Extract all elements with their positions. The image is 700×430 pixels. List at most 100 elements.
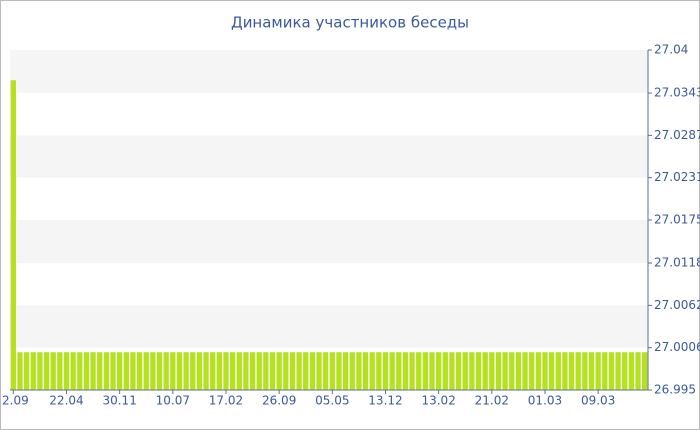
y-tick-label: 27.0006 — [654, 340, 700, 354]
bar — [97, 352, 103, 390]
bar — [269, 352, 276, 390]
bar — [342, 352, 349, 390]
bar — [176, 352, 183, 390]
grid-band — [10, 263, 648, 306]
bar — [396, 352, 402, 390]
x-tick-label: 30.11 — [102, 394, 136, 408]
chart-title: Динамика участников беседы — [231, 14, 469, 32]
x-tick-label: 2.09 — [2, 394, 29, 408]
bar — [462, 352, 468, 390]
x-tick-label: 13.12 — [368, 394, 402, 408]
y-tick-label: 27.0287 — [654, 128, 700, 142]
bar — [156, 352, 163, 390]
bar — [376, 352, 382, 390]
bar — [236, 352, 242, 390]
bar — [183, 352, 189, 390]
bar — [163, 352, 169, 390]
grid-band — [10, 305, 648, 348]
bar — [529, 352, 535, 390]
bar — [150, 352, 156, 390]
bar — [323, 352, 329, 390]
bar — [116, 352, 123, 390]
bar — [77, 352, 83, 390]
bar — [143, 352, 149, 390]
bar — [103, 352, 110, 390]
grid-band — [10, 50, 648, 94]
bar — [522, 352, 528, 390]
bar — [602, 352, 608, 390]
bar — [243, 352, 249, 390]
bar — [416, 352, 422, 390]
bar — [575, 352, 581, 390]
x-tick-label: 26.09 — [262, 394, 296, 408]
bar — [303, 352, 309, 390]
bar — [229, 352, 236, 390]
bar — [535, 352, 542, 390]
x-tick-label: 09.03 — [581, 394, 615, 408]
grid-band — [10, 177, 648, 220]
bar — [57, 352, 63, 390]
bar — [628, 352, 635, 390]
grid-band — [10, 93, 648, 136]
bar — [555, 352, 561, 390]
bar — [469, 352, 475, 390]
bar — [83, 352, 90, 390]
bar — [10, 80, 16, 390]
bar — [249, 352, 256, 390]
bar — [568, 352, 575, 390]
bar — [608, 352, 615, 390]
bar — [515, 352, 522, 390]
y-tick-label: 27.0175 — [654, 213, 700, 227]
bar — [435, 352, 442, 390]
bar — [316, 352, 322, 390]
y-tick-label: 27.04 — [654, 43, 688, 57]
bar — [90, 352, 96, 390]
bar — [382, 352, 389, 390]
bar — [588, 352, 595, 390]
bar — [283, 352, 289, 390]
bar — [548, 352, 555, 390]
bar — [289, 352, 296, 390]
bar — [422, 352, 429, 390]
bar — [502, 352, 508, 390]
bar — [389, 352, 395, 390]
bar — [190, 352, 196, 390]
bar — [223, 352, 229, 390]
y-tick-label: 26.995 — [654, 383, 696, 397]
bar — [635, 352, 641, 390]
bar — [309, 352, 316, 390]
bar — [509, 352, 515, 390]
bar — [409, 352, 415, 390]
y-tick-label: 27.0118 — [654, 256, 700, 270]
x-tick-label: 17.02 — [209, 394, 243, 408]
bar — [196, 352, 203, 390]
grid-band — [10, 220, 648, 264]
bar — [615, 352, 621, 390]
y-tick-label: 27.0343 — [654, 86, 700, 100]
bar — [595, 352, 601, 390]
bar — [296, 352, 302, 390]
bar — [489, 352, 495, 390]
bar — [475, 352, 482, 390]
bar — [362, 352, 369, 390]
bar — [43, 352, 50, 390]
bar — [482, 352, 488, 390]
x-tick-label: 21.02 — [475, 394, 509, 408]
bar — [329, 352, 335, 390]
bar — [429, 352, 435, 390]
x-tick-label: 10.07 — [156, 394, 190, 408]
bar — [356, 352, 362, 390]
x-tick-label: 22.04 — [49, 394, 83, 408]
y-tick-label: 27.0062 — [654, 298, 700, 312]
x-tick-label: 05.05 — [315, 394, 349, 408]
bar — [369, 352, 375, 390]
bar — [622, 352, 628, 390]
bar — [642, 352, 648, 390]
bar — [63, 352, 70, 390]
bar — [582, 352, 588, 390]
bar — [349, 352, 355, 390]
bar — [263, 352, 269, 390]
bar — [449, 352, 455, 390]
grid-band — [10, 347, 648, 390]
